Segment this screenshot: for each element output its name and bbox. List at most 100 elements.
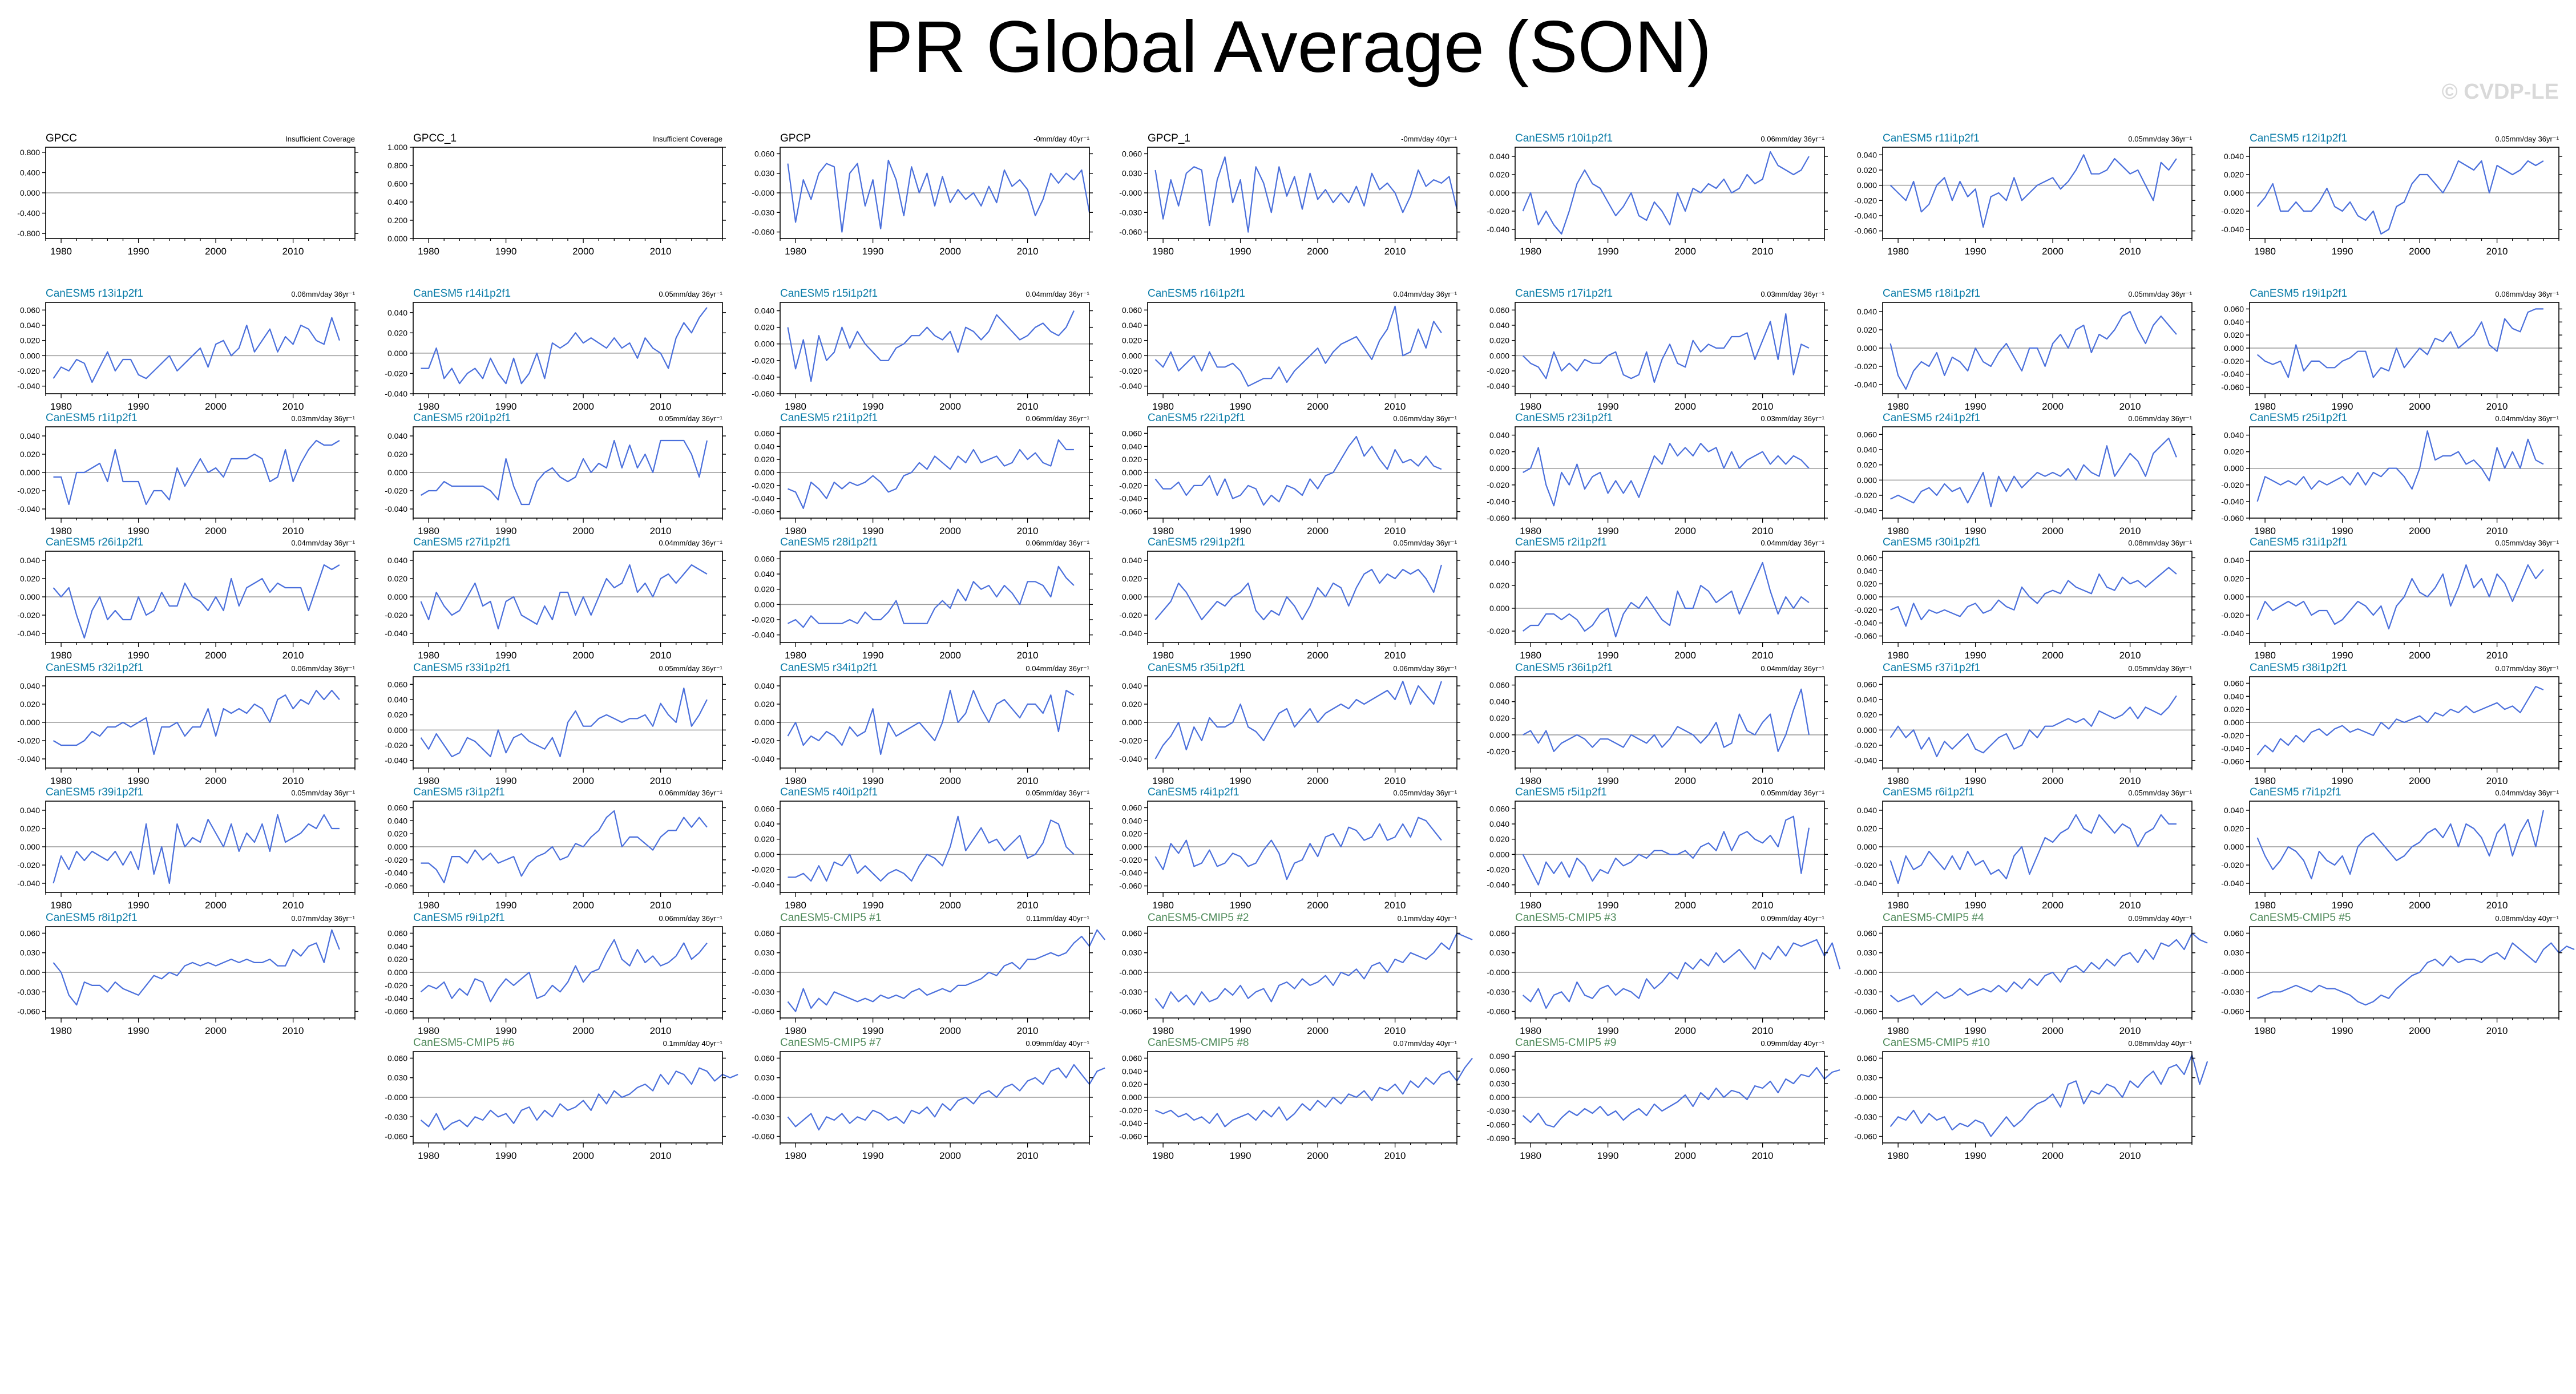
y-tick-label: -0.020 bbox=[17, 486, 40, 495]
y-tick-label: 0.040 bbox=[754, 569, 774, 579]
panel-canesm5-r1i1p2f1: CanESM5 r1i1p2f1 0.03mm/day 36yr⁻¹ 0.040 0.… bbox=[17, 412, 358, 536]
x-tick-label: 2010 bbox=[650, 1025, 672, 1036]
x-tick-label: 1980 bbox=[1887, 1025, 1909, 1036]
y-tick-label: 0.020 bbox=[1122, 829, 1142, 838]
y-tick-label: 0.030 bbox=[754, 948, 774, 957]
x-tick-label: 1980 bbox=[418, 401, 439, 412]
panel-title: CanESM5-CMIP5 #1 bbox=[780, 912, 881, 924]
panel-canesm5-r24i1p2f1: CanESM5 r24i1p2f1 0.06mm/day 36yr⁻¹ 0.060 0… bbox=[1854, 412, 2195, 536]
series-line bbox=[1154, 305, 1442, 387]
x-tick-label: 1980 bbox=[50, 900, 72, 911]
panel-canesm5-cmip5-9: CanESM5-CMIP5 #9 0.09mm/day 40yr⁻¹ 0.090 0.… bbox=[1487, 1037, 1840, 1161]
panel-title: CanESM5 r28i1p2f1 bbox=[780, 536, 878, 548]
y-tick-label: 0.040 bbox=[754, 681, 774, 690]
y-tick-label: 0.060 bbox=[1857, 680, 1877, 689]
x-tick-label: 1990 bbox=[2332, 401, 2353, 412]
x-tick-label: 1990 bbox=[1965, 775, 1986, 786]
series-line bbox=[2256, 430, 2544, 502]
y-tick-label: -0.040 bbox=[1854, 211, 1877, 220]
y-tick-label: 0.040 bbox=[387, 695, 407, 704]
y-tick-label: 0.040 bbox=[1857, 695, 1877, 704]
y-tick-label: 0.000 bbox=[20, 592, 40, 601]
y-tick-label: 0.000 bbox=[387, 725, 407, 734]
x-tick-label: 1990 bbox=[1597, 246, 1619, 257]
x-tick-label: 2010 bbox=[1384, 1150, 1406, 1161]
x-tick-label: 1980 bbox=[50, 401, 72, 412]
panel-canesm5-r2i1p2f1: CanESM5 r2i1p2f1 0.04mm/day 36yr⁻¹ 0.040 0.… bbox=[1487, 536, 1828, 661]
x-tick-label: 1980 bbox=[418, 1150, 439, 1161]
x-tick-label: 2000 bbox=[2409, 526, 2430, 536]
y-tick-label: 0.000 bbox=[1857, 475, 1877, 484]
x-tick-label: 2000 bbox=[1674, 1025, 1696, 1036]
panel-canesm5-cmip5-1: CanESM5-CMIP5 #1 0.11mm/day 40yr⁻¹ 0.060 0.… bbox=[752, 912, 1105, 1036]
y-tick-label: -0.040 bbox=[1854, 380, 1877, 389]
x-tick-label: 2000 bbox=[939, 1025, 961, 1036]
y-tick-label: -0.060 bbox=[1487, 514, 1509, 523]
x-tick-label: 2010 bbox=[2486, 650, 2508, 661]
panel-title: CanESM5 r24i1p2f1 bbox=[1883, 412, 1980, 424]
x-tick-label: 1990 bbox=[1965, 526, 1986, 536]
y-tick-label: 0.600 bbox=[387, 179, 407, 188]
panel-title: CanESM5 r35i1p2f1 bbox=[1148, 662, 1245, 674]
y-tick-label: -0.020 bbox=[752, 481, 774, 490]
y-tick-label: 0.030 bbox=[1857, 1073, 1877, 1082]
y-tick-label: 0.040 bbox=[387, 308, 407, 317]
panel-canesm5-r21i1p2f1: CanESM5 r21i1p2f1 0.06mm/day 36yr⁻¹ 0.060 0… bbox=[752, 412, 1093, 536]
x-tick-label: 1980 bbox=[785, 401, 806, 412]
y-tick-label: 0.020 bbox=[1857, 460, 1877, 470]
series-line bbox=[53, 814, 340, 884]
y-tick-label: 0.040 bbox=[1857, 806, 1877, 815]
x-tick-label: 1990 bbox=[1597, 401, 1619, 412]
panel-title: CanESM5-CMIP5 #3 bbox=[1515, 912, 1616, 924]
x-tick-label: 1990 bbox=[2332, 526, 2353, 536]
x-tick-label: 1980 bbox=[1152, 246, 1174, 257]
x-tick-label: 1990 bbox=[128, 401, 150, 412]
y-tick-label: 0.000 bbox=[20, 188, 40, 197]
y-tick-label: 0.020 bbox=[387, 574, 407, 583]
y-tick-label: 0.060 bbox=[1857, 1053, 1877, 1062]
x-tick-label: 1980 bbox=[1152, 526, 1174, 536]
y-tick-label: 0.000 bbox=[20, 718, 40, 727]
x-tick-label: 2010 bbox=[2119, 900, 2141, 911]
y-tick-label: 0.020 bbox=[754, 455, 774, 464]
x-tick-label: 2010 bbox=[1752, 246, 1774, 257]
panel-trend: 0.08mm/day 40yr⁻¹ bbox=[2495, 914, 2559, 923]
y-tick-label: -0.040 bbox=[2221, 497, 2244, 506]
panel-canesm5-r13i1p2f1: CanESM5 r13i1p2f1 0.06mm/day 36yr⁻¹ 0.060 0… bbox=[17, 288, 358, 412]
y-tick-label: 0.060 bbox=[1122, 149, 1142, 158]
x-tick-label: 2000 bbox=[2409, 650, 2430, 661]
y-tick-label: 0.060 bbox=[1122, 928, 1142, 938]
y-tick-label: -0.060 bbox=[752, 1132, 774, 1141]
y-tick-label: -0.020 bbox=[1487, 865, 1509, 874]
y-tick-label: -0.020 bbox=[752, 356, 774, 365]
y-tick-label: 0.020 bbox=[754, 585, 774, 594]
plot-frame bbox=[1515, 676, 1825, 769]
y-tick-label: 0.040 bbox=[20, 556, 40, 565]
x-tick-label: 2010 bbox=[650, 246, 672, 257]
panel-title: CanESM5 r5i1p2f1 bbox=[1515, 786, 1607, 798]
panel-title: CanESM5 r27i1p2f1 bbox=[413, 536, 511, 548]
y-tick-label: 0.030 bbox=[1489, 1079, 1509, 1088]
y-tick-label: -0.090 bbox=[1487, 1134, 1509, 1143]
series-line bbox=[53, 564, 340, 639]
y-tick-label: 0.040 bbox=[1489, 431, 1509, 440]
y-tick-label: 0.020 bbox=[2224, 824, 2244, 833]
panel-title: CanESM5 r17i1p2f1 bbox=[1515, 288, 1613, 300]
panel-trend: 0.07mm/day 36yr⁻¹ bbox=[291, 914, 355, 923]
x-tick-label: 1990 bbox=[1230, 900, 1251, 911]
series-line bbox=[1889, 932, 2208, 1006]
x-tick-label: 2000 bbox=[205, 526, 227, 536]
x-tick-label: 2010 bbox=[1384, 246, 1406, 257]
y-tick-label: 0.000 bbox=[1489, 850, 1509, 859]
panel-trend: 0.09mm/day 40yr⁻¹ bbox=[1761, 914, 1824, 923]
x-tick-label: 1990 bbox=[1230, 650, 1251, 661]
series-line bbox=[787, 1064, 1105, 1131]
series-line bbox=[1889, 695, 2177, 758]
y-tick-label: -0.060 bbox=[1854, 632, 1877, 641]
x-tick-label: 2010 bbox=[2119, 775, 2141, 786]
y-tick-label: 0.040 bbox=[2224, 692, 2244, 701]
series-line bbox=[420, 1067, 738, 1131]
panel-trend: 0.04mm/day 36yr⁻¹ bbox=[1025, 290, 1089, 298]
x-tick-label: 2010 bbox=[2119, 1150, 2141, 1161]
panel-trend: 0.05mm/day 36yr⁻¹ bbox=[659, 414, 722, 423]
